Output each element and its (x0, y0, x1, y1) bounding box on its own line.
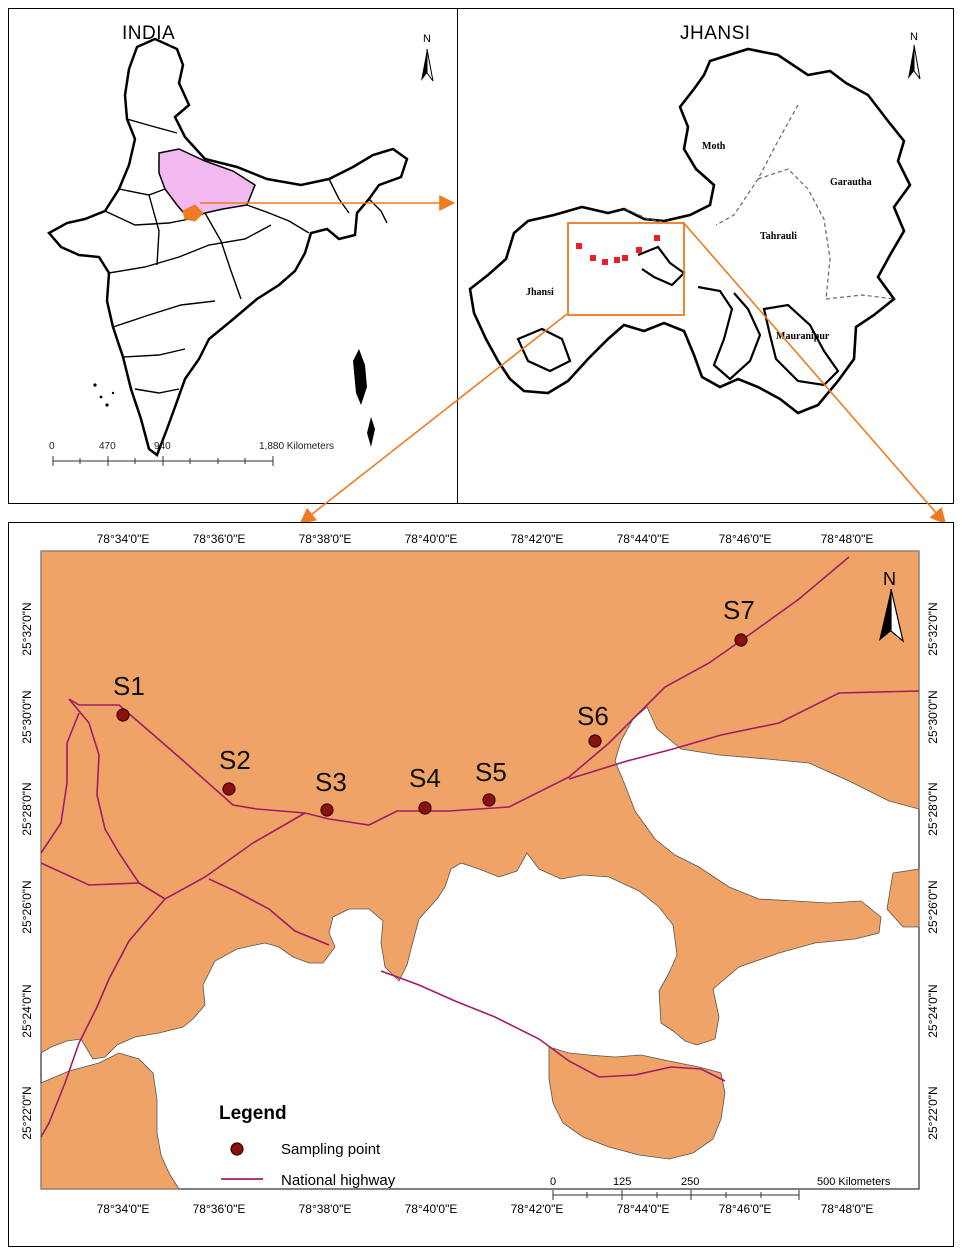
jhansi-title: JHANSI (680, 23, 751, 44)
jhansi-district-outline (468, 47, 912, 415)
india-state-boundaries (104, 118, 388, 394)
national-highways (40, 556, 920, 1138)
jhansi-location-marker (182, 204, 204, 222)
sampling-point-labels: S1 S2 S3 S4 S5 S6 S7 (113, 595, 755, 797)
svg-text:25°32'0"N: 25°32'0"N (20, 602, 34, 655)
svg-text:25°24'0"N: 25°24'0"N (20, 984, 34, 1037)
tehsil-label-jhansi: Jhansi (526, 287, 554, 298)
label-s1: S1 (113, 671, 145, 701)
detail-scale-label-250: 250 (681, 1176, 699, 1188)
land-area-south-east (548, 1046, 726, 1160)
land-area-south (40, 1052, 180, 1190)
label-s4: S4 (409, 763, 441, 793)
detail-scale-label-125: 125 (613, 1176, 631, 1188)
detail-north-arrow-icon (879, 588, 904, 643)
svg-text:25°28'0"N: 25°28'0"N (926, 782, 940, 835)
svg-text:25°22'0"N: 25°22'0"N (20, 1086, 34, 1139)
india-scale-label-940: 940 (154, 441, 171, 452)
sampling-point-s5 (482, 793, 496, 807)
jhansi-map-panel: JHANSI N Moth Garautha Tahrauli Jhansi M… (457, 8, 954, 504)
svg-text:78°48'0"E: 78°48'0"E (821, 1202, 874, 1216)
svg-text:78°44'0"E: 78°44'0"E (617, 532, 670, 546)
tehsil-label-tahrauli: Tahrauli (760, 231, 797, 242)
india-north-arrow-icon (421, 48, 434, 82)
sampling-point-s6 (588, 734, 602, 748)
right-latitude-labels: 25°32'0"N 25°30'0"N 25°28'0"N 25°26'0"N … (926, 602, 940, 1139)
svg-text:78°34'0"E: 78°34'0"E (97, 1202, 150, 1216)
legend-sampling-point: Sampling point (281, 1141, 381, 1158)
india-scale-label-1880: 1,880 Kilometers (259, 441, 335, 452)
jhansi-map-svg: Moth Garautha Tahrauli Jhansi Mauranipur (468, 44, 921, 415)
svg-text:78°36'0"E: 78°36'0"E (193, 1202, 246, 1216)
land-area-east-strip (886, 868, 920, 928)
legend-title: Legend (219, 1103, 287, 1124)
svg-text:78°46'0"E: 78°46'0"E (719, 532, 772, 546)
svg-text:78°42'0"E: 78°42'0"E (511, 1202, 564, 1216)
sampling-point-s7 (734, 633, 748, 647)
tehsil-label-moth: Moth (702, 141, 726, 152)
detail-scale-label-0: 0 (550, 1176, 556, 1188)
india-north-label: N (423, 33, 431, 45)
svg-text:25°26'0"N: 25°26'0"N (926, 880, 940, 933)
india-outline (47, 37, 409, 457)
tehsil-label-garautha: Garautha (830, 177, 872, 188)
svg-text:25°26'0"N: 25°26'0"N (20, 880, 34, 933)
label-s6: S6 (577, 701, 609, 731)
svg-text:78°38'0"E: 78°38'0"E (299, 532, 352, 546)
jhansi-north-label: N (910, 31, 918, 43)
svg-text:78°36'0"E: 78°36'0"E (193, 532, 246, 546)
left-latitude-labels: 25°32'0"N 25°30'0"N 25°28'0"N 25°26'0"N … (20, 602, 34, 1139)
svg-text:78°48'0"E: 78°48'0"E (821, 532, 874, 546)
svg-text:78°40'0"E: 78°40'0"E (405, 1202, 458, 1216)
india-map-panel: INDIA N (8, 8, 459, 504)
svg-text:25°28'0"N: 25°28'0"N (20, 782, 34, 835)
india-title: INDIA (122, 23, 176, 44)
sampling-point-s3 (320, 803, 334, 817)
india-scale-bar (52, 456, 274, 466)
label-s7: S7 (723, 595, 755, 625)
bottom-longitude-labels: 78°34'0"E 78°36'0"E 78°38'0"E 78°40'0"E … (97, 1202, 874, 1216)
sampling-points (116, 633, 748, 817)
label-s2: S2 (219, 745, 251, 775)
svg-text:78°46'0"E: 78°46'0"E (719, 1202, 772, 1216)
study-area-detail-panel: S1 S2 S3 S4 S5 S6 S7 N Legend Sampling p… (8, 522, 954, 1247)
sampling-point-s4 (418, 801, 432, 815)
sample-markers (576, 235, 660, 265)
label-s5: S5 (475, 757, 507, 787)
top-longitude-labels: 78°34'0"E 78°36'0"E 78°38'0"E 78°40'0"E … (97, 532, 874, 546)
svg-text:25°22'0"N: 25°22'0"N (926, 1086, 940, 1139)
svg-text:78°42'0"E: 78°42'0"E (511, 532, 564, 546)
svg-text:78°38'0"E: 78°38'0"E (299, 1202, 352, 1216)
detail-scale-label-500: 500 Kilometers (817, 1176, 891, 1188)
legend-point-symbol (230, 1142, 244, 1156)
svg-text:25°24'0"N: 25°24'0"N (926, 984, 940, 1037)
detail-map-svg: S1 S2 S3 S4 S5 S6 S7 N Legend Sampling p… (20, 532, 940, 1216)
tehsil-label-mauranipur: Mauranipur (776, 331, 830, 342)
detail-scale-bar (552, 1190, 800, 1200)
sampling-point-s1 (116, 708, 130, 722)
india-scale-label-0: 0 (49, 441, 55, 452)
legend-national-highway: National highway (281, 1172, 396, 1189)
india-scale-label-470: 470 (99, 441, 116, 452)
svg-text:78°34'0"E: 78°34'0"E (97, 532, 150, 546)
india-map-svg (47, 37, 434, 466)
svg-text:78°40'0"E: 78°40'0"E (405, 532, 458, 546)
svg-text:25°30'0"N: 25°30'0"N (926, 690, 940, 743)
svg-text:78°44'0"E: 78°44'0"E (617, 1202, 670, 1216)
jhansi-north-arrow-icon (908, 44, 921, 80)
svg-text:25°32'0"N: 25°32'0"N (926, 602, 940, 655)
sampling-point-s2 (222, 782, 236, 796)
detail-north-label: N (883, 569, 896, 589)
label-s3: S3 (315, 767, 347, 797)
land-area (40, 550, 920, 1060)
svg-text:25°30'0"N: 25°30'0"N (20, 690, 34, 743)
